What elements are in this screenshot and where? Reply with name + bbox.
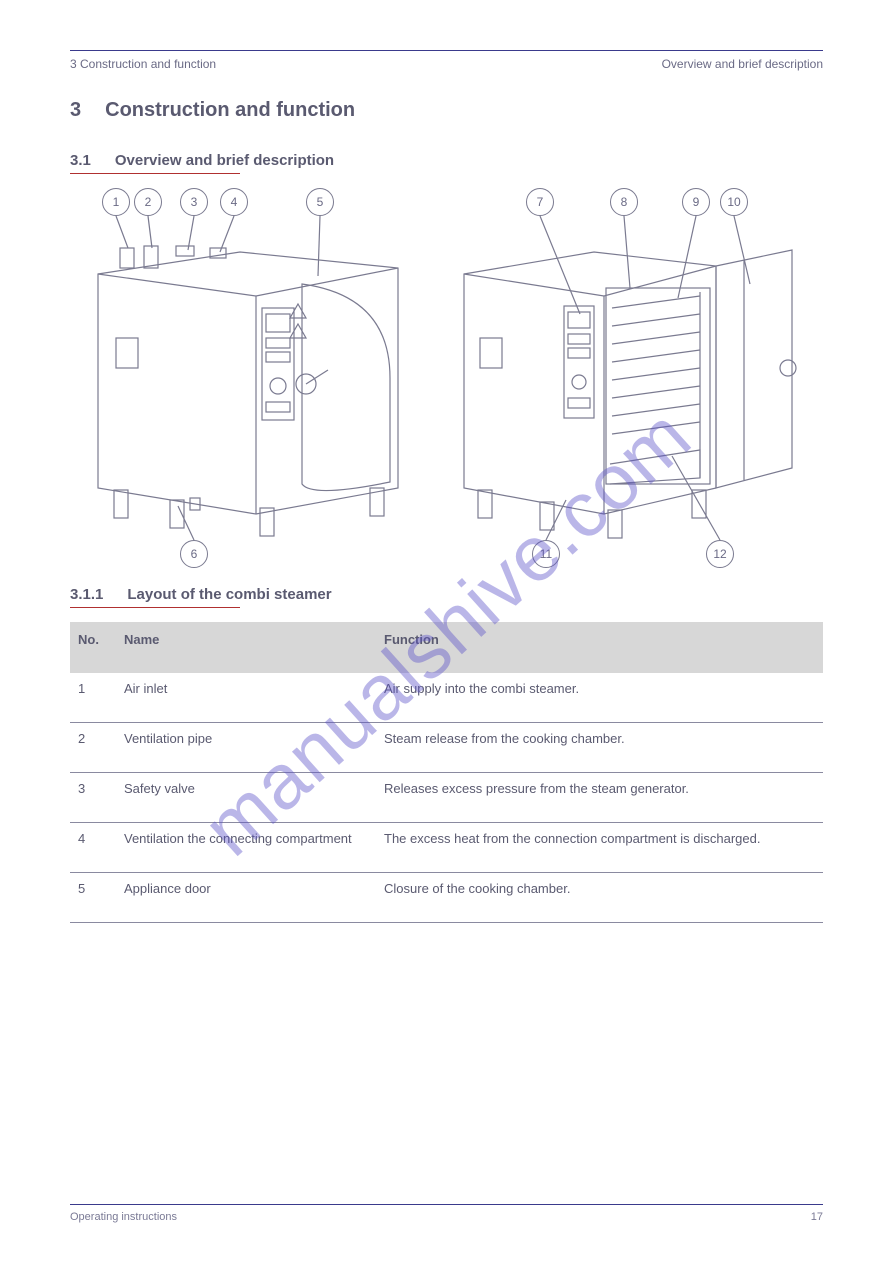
th-function: Function <box>376 622 823 673</box>
cell-fn: Steam release from the cooking chamber. <box>376 723 823 773</box>
callout-2: 2 <box>134 188 162 216</box>
red-rule-1 <box>70 173 240 174</box>
table-row: 4 Ventilation the connecting compartment… <box>70 823 823 873</box>
sub2-num: 3.1.1 <box>70 586 103 603</box>
cell-no: 3 <box>70 773 116 823</box>
callout-10: 10 <box>720 188 748 216</box>
parts-table: No. Name Function 1 Air inlet Air supply… <box>70 622 823 923</box>
callout-3: 3 <box>180 188 208 216</box>
callout-9: 9 <box>682 188 710 216</box>
cell-no: 1 <box>70 673 116 723</box>
callout-1: 1 <box>102 188 130 216</box>
callout-11: 11 <box>532 540 560 568</box>
th-name: Name <box>116 622 376 673</box>
th-no: No. <box>70 622 116 673</box>
cell-name: Ventilation pipe <box>116 723 376 773</box>
cell-no: 2 <box>70 723 116 773</box>
cell-name: Appliance door <box>116 873 376 923</box>
table-header-row: No. Name Function <box>70 622 823 673</box>
callout-4: 4 <box>220 188 248 216</box>
figures-row: 1 2 3 4 5 6 <box>70 188 823 568</box>
subsection-2: 3.1.1 Layout of the combi steamer <box>70 586 823 607</box>
cell-fn: The excess heat from the connection comp… <box>376 823 823 873</box>
oven-closed-svg <box>70 188 420 568</box>
cell-fn: Air supply into the combi steamer. <box>376 673 823 723</box>
section-title: Construction and function <box>105 99 355 122</box>
oven-open-svg <box>444 188 824 568</box>
footer-rule <box>70 1204 823 1205</box>
cell-name: Safety valve <box>116 773 376 823</box>
figure-right: 7 8 9 10 11 12 <box>444 188 824 568</box>
section-number: 3 <box>70 99 81 122</box>
header-left: 3 Construction and function <box>70 57 216 71</box>
sub1-title: Overview and brief description <box>115 152 334 169</box>
cell-fn: Closure of the cooking chamber. <box>376 873 823 923</box>
footer-left: Operating instructions <box>70 1211 177 1223</box>
page-header: 3 Construction and function Overview and… <box>70 57 823 71</box>
figure-left: 1 2 3 4 5 6 <box>70 188 420 568</box>
cell-no: 5 <box>70 873 116 923</box>
subsection-1: 3.1 Overview and brief description <box>70 152 823 173</box>
cell-name: Ventilation the connecting compartment <box>116 823 376 873</box>
table-row: 2 Ventilation pipe Steam release from th… <box>70 723 823 773</box>
sub1-num: 3.1 <box>70 152 91 169</box>
callout-12: 12 <box>706 540 734 568</box>
cell-name: Air inlet <box>116 673 376 723</box>
red-rule-2 <box>70 607 240 608</box>
callout-5: 5 <box>306 188 334 216</box>
header-right: Overview and brief description <box>662 57 823 71</box>
cell-no: 4 <box>70 823 116 873</box>
callout-6: 6 <box>180 540 208 568</box>
footer-page: 17 <box>811 1211 823 1223</box>
header-rule <box>70 50 823 51</box>
cell-fn: Releases excess pressure from the steam … <box>376 773 823 823</box>
callout-7: 7 <box>526 188 554 216</box>
table-row: 1 Air inlet Air supply into the combi st… <box>70 673 823 723</box>
sub2-title: Layout of the combi steamer <box>127 586 331 603</box>
table-row: 3 Safety valve Releases excess pressure … <box>70 773 823 823</box>
page-footer: Operating instructions 17 <box>70 1204 823 1223</box>
section-heading: 3 Construction and function <box>70 99 823 134</box>
table-row: 5 Appliance door Closure of the cooking … <box>70 873 823 923</box>
parts-table-wrap: No. Name Function 1 Air inlet Air supply… <box>70 622 823 923</box>
callout-8: 8 <box>610 188 638 216</box>
